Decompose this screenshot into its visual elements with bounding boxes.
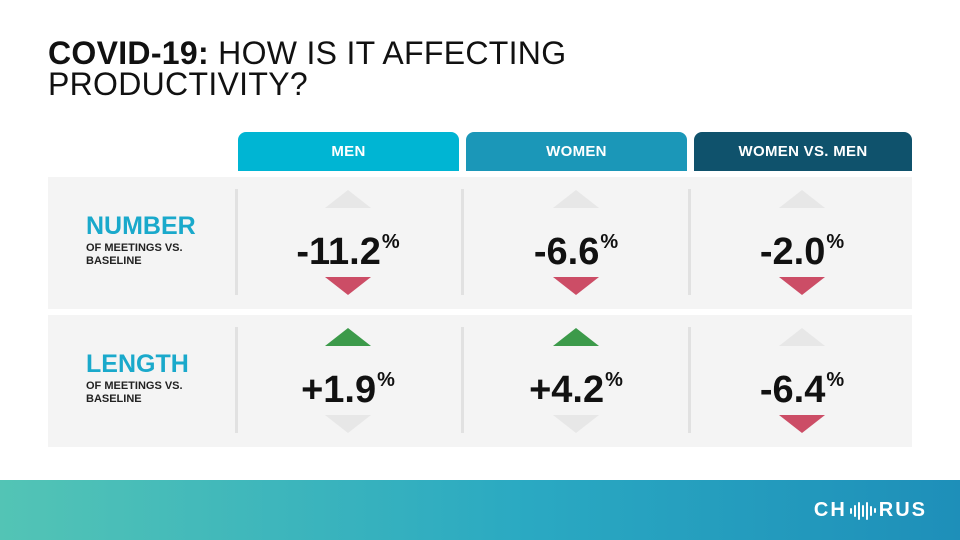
up-arrow-icon [779,190,825,208]
row-title: NUMBER [86,212,196,240]
row-title: LENGTH [86,350,189,378]
cell-women-vs-men-length: -6.4% [692,315,912,447]
cell-men-length: +1.9% [238,315,458,447]
logo-text-left: CH [813,499,847,521]
column-header-women: WOMEN [466,132,687,171]
up-arrow-icon [553,328,599,346]
cell-men-number: -11.2% [238,177,458,309]
column-header-label: MEN [331,143,366,160]
column-divider [688,327,691,433]
title-rest: HOW IS IT AFFECTING [218,35,567,71]
down-arrow-icon [779,415,825,433]
title-bold: COVID-19: [48,35,209,71]
title-line2: PRODUCTIVITY? [48,66,308,102]
soundwave-icon [849,501,877,521]
value: -6.6% [533,231,619,273]
value: -2.0% [759,231,845,273]
cell-women-number: -6.6% [466,177,686,309]
row-number-of-meetings: NUMBER OF MEETINGS VS. BASELINE -11.2% -… [48,177,912,309]
row-label: LENGTH OF MEETINGS VS. BASELINE [86,351,236,406]
up-arrow-icon [553,190,599,208]
column-divider [235,327,238,433]
down-arrow-icon [553,415,599,433]
down-arrow-icon [325,277,371,295]
chorus-logo: CH RUS [814,499,927,522]
column-header-men: MEN [238,132,459,171]
cell-women-length: +4.2% [466,315,686,447]
column-divider [461,327,464,433]
value: +1.9% [301,369,395,411]
value: +4.2% [529,369,623,411]
column-header-label: WOMEN [546,143,607,160]
row-length-of-meetings: LENGTH OF MEETINGS VS. BASELINE +1.9% +4… [48,315,912,447]
value: -6.4% [759,369,845,411]
column-divider [235,189,238,295]
logo-text-right: RUS [878,499,927,521]
down-arrow-icon [553,277,599,295]
up-arrow-icon [325,328,371,346]
footer-bar: CH RUS [0,480,960,540]
cell-women-vs-men-number: -2.0% [692,177,912,309]
column-header-label: WOMEN VS. MEN [738,143,868,160]
down-arrow-icon [779,277,825,295]
page-title: COVID-19: HOW IS IT AFFECTING PRODUCTIVIT… [48,35,567,102]
row-subtitle: OF MEETINGS VS. BASELINE [86,380,183,405]
column-divider [461,189,464,295]
value: -11.2% [296,231,400,273]
up-arrow-icon [779,328,825,346]
column-header-women-vs-men: WOMEN VS. MEN [694,132,912,171]
up-arrow-icon [325,190,371,208]
row-label: NUMBER OF MEETINGS VS. BASELINE [86,213,236,268]
column-divider [688,189,691,295]
down-arrow-icon [325,415,371,433]
row-subtitle: OF MEETINGS VS. BASELINE [86,242,183,267]
